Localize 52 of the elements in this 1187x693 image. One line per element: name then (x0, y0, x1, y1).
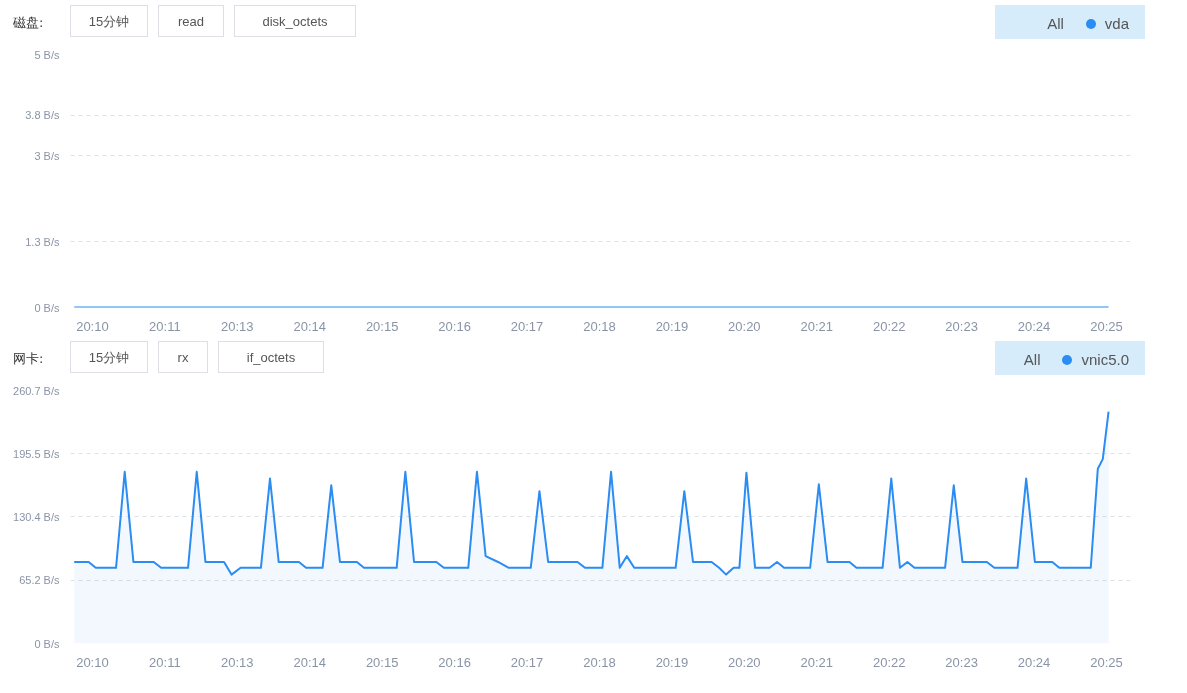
chart-title: 网卡: (13, 350, 44, 368)
text: 15分钟 (88, 349, 130, 367)
x-tick-label: 20:23 (945, 318, 978, 334)
x-tick-label: 20:10 (76, 318, 109, 334)
x-tick-label: 20:22 (872, 318, 906, 334)
x-tick-label: 20:22 (872, 654, 906, 670)
text: if_octets (246, 349, 296, 367)
x-tick-label: 20:23 (945, 654, 978, 670)
x-tick-label: 20:24 (1017, 654, 1051, 670)
x-tick-label: 20:16 (438, 654, 471, 670)
x-tick-label: 20:21 (800, 318, 834, 334)
chart-title: 磁盘: (13, 14, 44, 32)
y-tick-label: 3 B/s (34, 149, 60, 162)
x-tick-label: 20:20 (728, 318, 761, 334)
x-tick-label: 20:11 (149, 654, 181, 670)
x-tick-label: 20:13 (221, 318, 254, 334)
x-tick-label: 20:20 (728, 654, 761, 670)
x-tick-label: 20:17 (510, 654, 544, 670)
x-tick-label: 20:14 (293, 654, 327, 670)
y-tick-label: 3.8 B/s (25, 109, 60, 122)
x-tick-label: 20:19 (655, 654, 689, 670)
x-tick-label: 20:25 (1090, 318, 1123, 334)
x-tick-label: 20:24 (1017, 318, 1051, 334)
y-tick-label: 0 B/s (34, 637, 60, 650)
y-tick-label: 65.2 B/s (19, 574, 60, 587)
legend-label: vnic5.0 (1081, 351, 1129, 368)
x-tick-label: 20:15 (365, 654, 399, 670)
y-tick-label: 0 B/s (34, 301, 60, 314)
text: rx (177, 349, 189, 367)
x-tick-label: 20:13 (221, 654, 254, 670)
x-tick-label: 20:14 (293, 318, 327, 334)
legend-label: vda (1104, 15, 1129, 32)
x-tick-label: 20:21 (800, 654, 834, 670)
x-tick-label: 20:19 (655, 318, 689, 334)
x-tick-label: 20:18 (583, 318, 616, 334)
text: 15分钟 (88, 13, 130, 31)
text: disk_octets (262, 13, 328, 31)
x-tick-label: 20:18 (583, 654, 616, 670)
legend-title: All (1047, 15, 1064, 32)
x-tick-label: 20:16 (438, 318, 471, 334)
x-tick-label: 20:25 (1090, 654, 1123, 670)
y-tick-label: 5 B/s (34, 48, 60, 61)
x-tick-label: 20:10 (76, 654, 109, 670)
x-tick-label: 20:17 (510, 318, 544, 334)
y-tick-label: 1.3 B/s (25, 235, 60, 248)
y-tick-label: 195.5 B/s (13, 447, 60, 460)
y-tick-label: 130.4 B/s (13, 510, 60, 523)
x-tick-label: 20:15 (365, 318, 399, 334)
x-tick-label: 20:11 (149, 318, 181, 334)
y-tick-label: 260.7 B/s (13, 384, 60, 397)
text: read (177, 13, 205, 31)
legend-title: All (1023, 351, 1041, 368)
